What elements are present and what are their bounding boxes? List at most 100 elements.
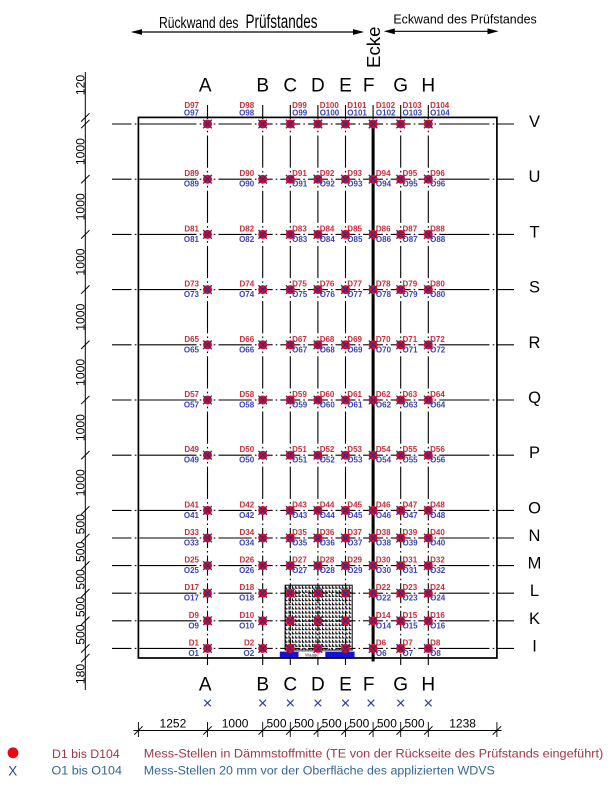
svg-text:O82: O82 <box>239 235 255 244</box>
svg-text:O85: O85 <box>347 235 363 244</box>
svg-text:O101: O101 <box>347 109 367 118</box>
svg-text:D53: D53 <box>347 445 362 454</box>
svg-text:D22: D22 <box>376 583 391 592</box>
svg-text:D66: D66 <box>240 335 255 344</box>
svg-text:O43: O43 <box>292 511 308 520</box>
svg-text:D79: D79 <box>403 280 418 289</box>
svg-text:D44: D44 <box>320 500 335 509</box>
svg-text:O83: O83 <box>292 235 308 244</box>
svg-text:1000: 1000 <box>73 359 87 386</box>
svg-text:D10: D10 <box>240 611 255 620</box>
svg-text:O51: O51 <box>292 456 308 465</box>
svg-text:D75: D75 <box>292 280 307 289</box>
svg-text:O86: O86 <box>376 235 392 244</box>
svg-text:D93: D93 <box>347 169 362 178</box>
svg-text:O1 bis O104: O1 bis O104 <box>52 764 123 778</box>
svg-text:D101: D101 <box>347 101 367 110</box>
svg-text:1000: 1000 <box>222 716 249 730</box>
svg-text:O32: O32 <box>430 566 446 575</box>
svg-text:1000: 1000 <box>73 469 87 496</box>
svg-text:D43: D43 <box>292 500 307 509</box>
svg-text:B: B <box>256 675 269 696</box>
svg-text:D25: D25 <box>184 556 199 565</box>
svg-text:500: 500 <box>377 716 397 730</box>
svg-text:O65: O65 <box>184 345 200 354</box>
svg-text:O2: O2 <box>244 649 255 658</box>
svg-text:O35: O35 <box>292 539 308 548</box>
svg-text:H: H <box>421 75 435 96</box>
svg-text:D2: D2 <box>244 638 255 647</box>
svg-text:O7: O7 <box>403 649 414 658</box>
svg-text:O46: O46 <box>376 511 392 520</box>
svg-text:O68: O68 <box>320 345 336 354</box>
svg-text:D61: D61 <box>347 390 362 399</box>
svg-text:D71: D71 <box>403 335 418 344</box>
svg-text:O29: O29 <box>347 566 363 575</box>
svg-text:D98: D98 <box>240 101 255 110</box>
svg-text:500: 500 <box>294 716 314 730</box>
svg-text:O34: O34 <box>239 539 255 548</box>
svg-text:O89: O89 <box>184 180 200 189</box>
svg-text:O72: O72 <box>430 345 446 354</box>
svg-text:O96: O96 <box>430 180 446 189</box>
svg-text:1238: 1238 <box>449 716 476 730</box>
svg-text:D91: D91 <box>292 169 307 178</box>
svg-text:D8: D8 <box>430 638 441 647</box>
svg-text:O64: O64 <box>430 401 446 410</box>
svg-text:D57: D57 <box>184 390 199 399</box>
svg-text:180: 180 <box>73 664 87 685</box>
svg-text:O8: O8 <box>430 649 441 658</box>
svg-text:1252: 1252 <box>160 716 187 730</box>
svg-text:L: L <box>530 582 539 600</box>
svg-text:D63: D63 <box>403 390 418 399</box>
svg-text:O37: O37 <box>347 539 363 548</box>
svg-text:D87: D87 <box>403 224 418 233</box>
svg-text:O69: O69 <box>347 345 363 354</box>
svg-text:D103: D103 <box>403 101 423 110</box>
svg-text:Q: Q <box>528 389 541 407</box>
svg-text:D6: D6 <box>376 638 387 647</box>
svg-text:D1: D1 <box>189 638 200 647</box>
svg-text:D69: D69 <box>347 335 362 344</box>
svg-text:O14: O14 <box>376 621 392 630</box>
svg-text:O60: O60 <box>320 401 336 410</box>
svg-text:F: F <box>363 675 375 696</box>
svg-text:F: F <box>363 75 375 96</box>
svg-text:D: D <box>311 75 325 96</box>
svg-text:O81: O81 <box>184 235 200 244</box>
svg-text:D23: D23 <box>403 583 418 592</box>
svg-text:Prüfstandes: Prüfstandes <box>246 11 318 33</box>
svg-text:O63: O63 <box>403 401 419 410</box>
svg-text:D62: D62 <box>376 390 391 399</box>
svg-text:O48: O48 <box>430 511 446 520</box>
svg-text:D74: D74 <box>240 280 255 289</box>
svg-text:D96: D96 <box>430 169 445 178</box>
svg-text:O40: O40 <box>430 539 446 548</box>
svg-text:D51: D51 <box>292 445 307 454</box>
svg-text:D59: D59 <box>292 390 307 399</box>
svg-text:T: T <box>529 223 539 241</box>
svg-text:O59: O59 <box>292 401 308 410</box>
svg-text:D83: D83 <box>292 224 307 233</box>
svg-text:D67: D67 <box>292 335 307 344</box>
svg-text:D17: D17 <box>184 583 199 592</box>
svg-text:O57: O57 <box>184 401 200 410</box>
svg-text:O52: O52 <box>320 456 336 465</box>
svg-text:O30: O30 <box>376 566 392 575</box>
svg-text:O90: O90 <box>239 180 255 189</box>
svg-text:O17: O17 <box>184 594 200 603</box>
svg-text:O36: O36 <box>320 539 336 548</box>
svg-text:D60: D60 <box>320 390 335 399</box>
svg-text:O41: O41 <box>184 511 200 520</box>
svg-text:E: E <box>339 675 352 696</box>
svg-text:D36: D36 <box>320 528 335 537</box>
svg-text:O97: O97 <box>184 109 200 118</box>
svg-text:O93: O93 <box>347 180 363 189</box>
svg-text:500: 500 <box>73 514 87 535</box>
svg-text:G: G <box>393 75 408 96</box>
svg-text:O84: O84 <box>320 235 336 244</box>
svg-text:E: E <box>339 75 352 96</box>
svg-text:O94: O94 <box>376 180 392 189</box>
svg-text:O6: O6 <box>376 649 387 658</box>
svg-text:D90: D90 <box>240 169 255 178</box>
